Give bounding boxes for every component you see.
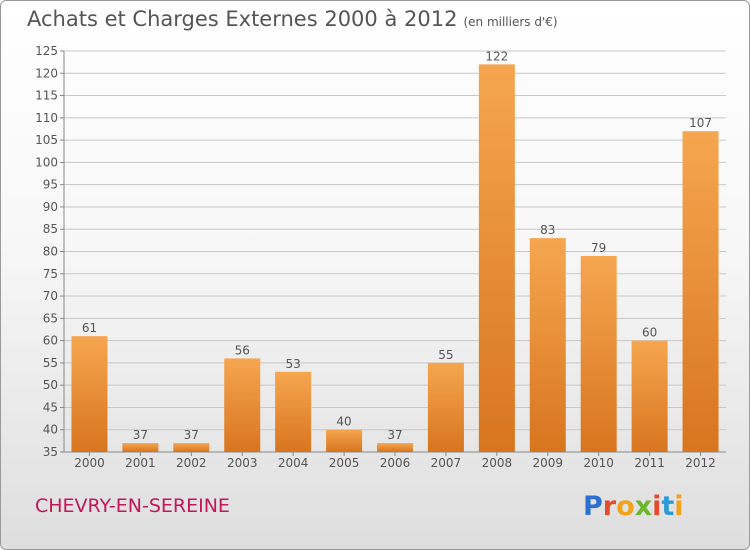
y-tick-label: 50 (43, 378, 58, 392)
x-tick-label: 2003 (227, 456, 258, 470)
bar-2008 (478, 64, 515, 452)
bar-2004 (275, 371, 312, 452)
x-tick-label: 2005 (329, 456, 360, 470)
data-label: 122 (485, 49, 508, 63)
bar-2012 (682, 131, 719, 452)
y-tick-label: 40 (43, 423, 58, 437)
bar-2010 (580, 255, 617, 452)
y-tick-label: 80 (43, 245, 58, 259)
bar-2006 (377, 443, 413, 452)
y-tick-label: 100 (35, 155, 58, 169)
bar-2011 (631, 340, 668, 452)
x-tick-label: 2006 (380, 456, 411, 470)
x-tick-label: 2011 (634, 456, 665, 470)
data-label: 83 (540, 223, 555, 237)
bar-2002 (173, 443, 210, 452)
y-tick-label: 125 (35, 44, 58, 58)
x-tick-label: 2010 (583, 456, 614, 470)
title-subtitle: (en milliers d'€) (463, 15, 558, 29)
x-tick-label: 2012 (685, 456, 716, 470)
data-label: 60 (642, 326, 657, 340)
proxiti-logo: Proxiti (583, 491, 684, 522)
logo-letter: o (616, 491, 635, 522)
y-tick-label: 85 (43, 222, 58, 236)
logo-letter: t (661, 491, 675, 522)
y-tick-label: 60 (43, 334, 58, 348)
bar-2000 (71, 336, 108, 452)
bars (71, 64, 719, 452)
y-tick-label: 110 (35, 111, 58, 125)
data-label: 37 (184, 428, 199, 442)
y-tick-label: 35 (43, 445, 58, 459)
y-tick-label: 65 (43, 311, 58, 325)
x-tick-label: 2009 (532, 456, 563, 470)
logo-letter: r (602, 491, 617, 522)
logo-letter: x (634, 491, 653, 522)
bar-2007 (427, 362, 464, 452)
axes (63, 51, 726, 453)
chart-title: Achats et Charges Externes 2000 à 2012 (e… (27, 7, 558, 31)
y-tick-label: 45 (43, 400, 58, 414)
bar-2005 (326, 429, 363, 452)
x-tick-label: 2002 (176, 456, 207, 470)
x-tick-label: 2001 (125, 456, 156, 470)
logo-letter: P (583, 491, 603, 522)
data-label: 37 (387, 428, 402, 442)
logo-letter: i (652, 491, 662, 522)
x-axis-ticks: 2000 2001 2002 2003 2004 2005 2006 2007 2008 2009… (74, 452, 716, 470)
x-tick-label: 2007 (431, 456, 462, 470)
y-tick-label: 95 (43, 178, 58, 192)
title-text: Achats et Charges Externes 2000 à 2012 (27, 7, 458, 31)
data-label: 79 (591, 241, 606, 255)
data-label: 53 (286, 357, 301, 371)
bar-2001 (122, 443, 159, 452)
data-label: 107 (689, 116, 712, 130)
grid-lines (64, 50, 726, 453)
y-tick-label: 120 (35, 66, 58, 80)
bar-2009 (529, 238, 566, 452)
y-tick-label: 115 (35, 89, 58, 103)
logo-letter: i (674, 491, 684, 522)
x-tick-label: 2004 (278, 456, 309, 470)
y-tick-label: 55 (43, 356, 58, 370)
data-label: 37 (133, 428, 148, 442)
y-tick-label: 105 (35, 133, 58, 147)
data-label: 61 (82, 321, 97, 335)
x-tick-label: 2000 (74, 456, 105, 470)
commune-name: CHEVRY-EN-SEREINE (35, 495, 230, 517)
data-labels: 61 37 37 56 53 40 37 55 122 83 79 60 107 (82, 49, 712, 442)
y-tick-label: 75 (43, 267, 58, 281)
data-label: 40 (336, 415, 351, 429)
y-axis-ticks: 35 40 45 50 55 60 65 70 75 80 85 90 95 100 105 110 115 12… (35, 44, 64, 459)
x-tick-label: 2008 (482, 456, 513, 470)
bar-2003 (224, 358, 261, 452)
y-tick-label: 70 (43, 289, 58, 303)
y-tick-label: 90 (43, 200, 58, 214)
data-label: 56 (235, 343, 250, 357)
data-label: 55 (438, 348, 453, 362)
